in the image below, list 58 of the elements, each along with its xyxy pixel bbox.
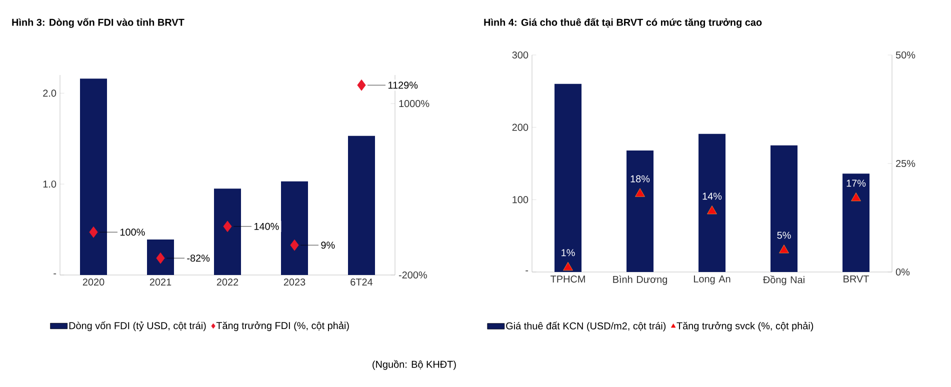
data-label: -82% [187, 254, 210, 262]
chart-title: Hình 4: Giá cho thuê đất tại BRVT có mức tăng trưởng cao [484, 18, 762, 28]
point [563, 262, 573, 271]
bar [770, 145, 798, 272]
data-label: 14% [702, 192, 722, 200]
y-tick-label: 2.0 [43, 90, 56, 97]
data-label: 18% [630, 175, 650, 182]
y-tick-label: 1.0 [43, 180, 56, 188]
data-label: 140% [254, 222, 279, 230]
legend-label: Dòng vốn FDI (tỷ USD, cột trái) [69, 321, 206, 332]
y2-tick-label: -200% [398, 271, 427, 279]
x-tick-label: 2020 [82, 278, 104, 286]
x-tick-label: 2022 [216, 278, 238, 286]
x-tick-label: TPHCM [550, 276, 585, 283]
point [851, 192, 861, 202]
x-tick-label: 2023 [284, 278, 306, 286]
x-tick-label: BRVT [844, 276, 869, 282]
legend-label: Giá thuê đất KCN (USD/m2, cột trái) [506, 322, 666, 332]
data-label: 9% [321, 242, 335, 249]
legend-label: Tăng trưởng FDI (%, cột phải) [216, 321, 349, 332]
text: (Nguồn: Bộ KHĐT) [372, 360, 456, 370]
y-tick-label: - [54, 273, 56, 274]
data-label: 5% [777, 232, 791, 239]
bar [214, 188, 241, 275]
legend-label: Tăng trưởng svck (%, cột phải) [676, 322, 814, 332]
data-label: 100% [120, 228, 145, 236]
chart-title: Hình 3: Dòng vốn FDI vào tỉnh BRVT [12, 18, 184, 28]
point [635, 188, 645, 197]
bar [348, 136, 375, 275]
y2-tick-label: 1000% [399, 100, 430, 108]
data-label: 1% [562, 249, 575, 256]
x-tick-label: Long An [694, 276, 730, 284]
y-tick-label: 100 [512, 196, 528, 204]
y-tick-label: 200 [512, 124, 528, 131]
point [89, 226, 98, 238]
y2-tick-label: 25% [896, 160, 916, 168]
point [290, 239, 299, 251]
y2-tick-label: 0% [896, 268, 910, 276]
y-tick-label: 300 [512, 51, 528, 59]
bar [554, 84, 582, 272]
y-tick-label: - [526, 270, 528, 272]
point [223, 220, 232, 232]
x-tick-label: Đồng Nai [763, 276, 804, 286]
bar [626, 150, 654, 272]
point [707, 206, 717, 214]
bar [147, 240, 174, 275]
data-label: 1129% [388, 82, 418, 89]
point [779, 244, 789, 254]
bar [80, 78, 107, 275]
y2-tick-label: 50% [896, 51, 916, 59]
bar [698, 134, 726, 272]
bar [281, 181, 308, 275]
x-tick-label: 2021 [150, 278, 172, 286]
x-tick-label: 6T24 [350, 278, 373, 286]
bar [842, 174, 870, 272]
data-label: 17% [846, 180, 866, 187]
point [357, 79, 366, 91]
x-tick-label: Bình Dương [613, 276, 668, 285]
